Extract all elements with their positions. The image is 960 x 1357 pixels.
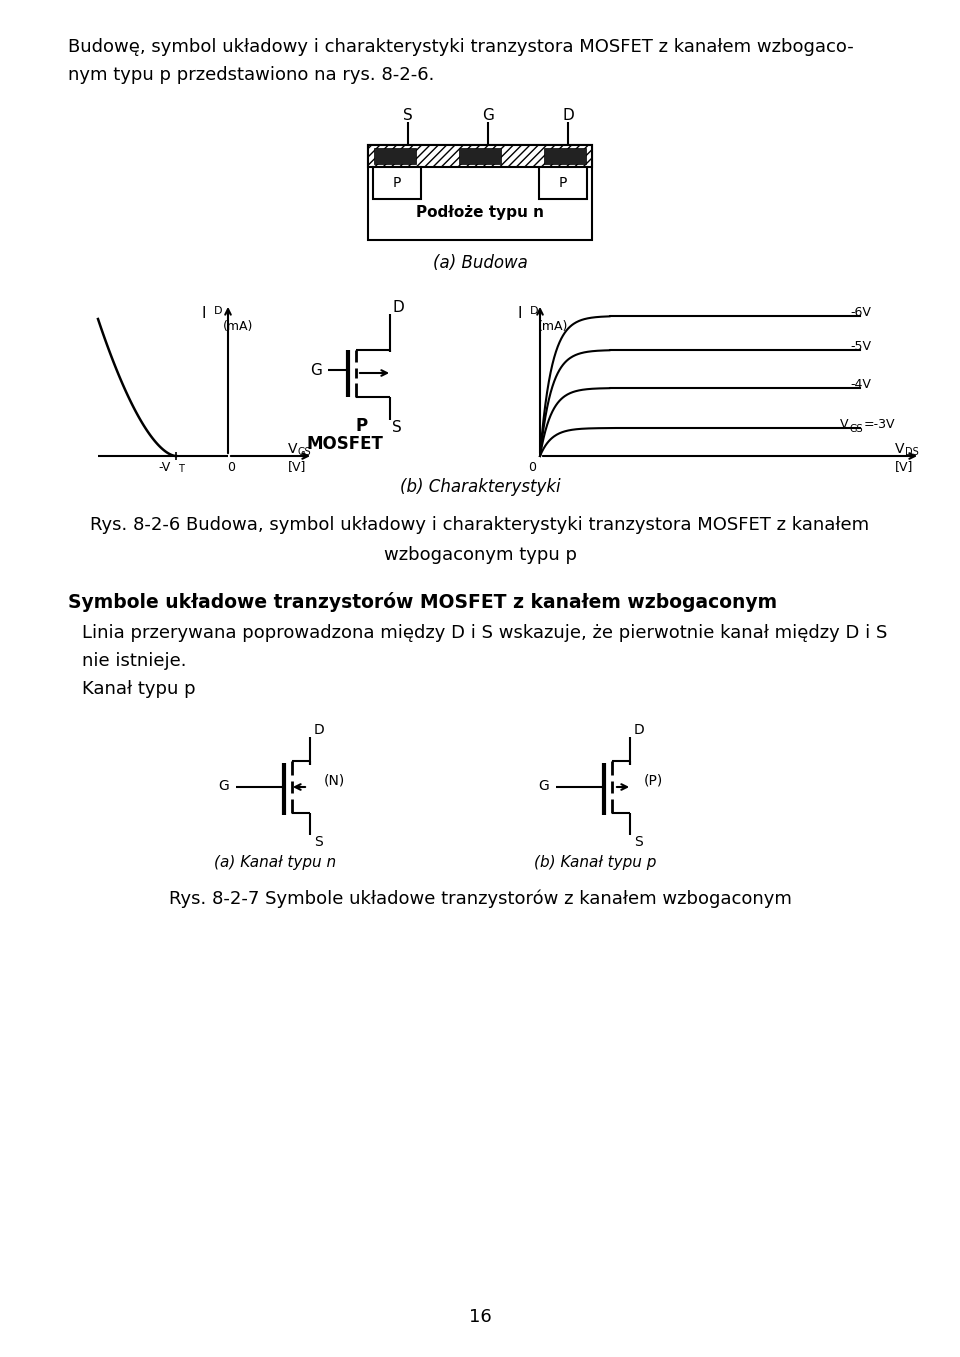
Text: T: T [178, 464, 184, 474]
Bar [459, 148, 501, 164]
Text: 0: 0 [227, 461, 235, 474]
Text: 16: 16 [468, 1308, 492, 1326]
Text: Linia przerywana poprowadzona między D i S wskazuje, że pierwotnie kanał między : Linia przerywana poprowadzona między D i… [82, 624, 887, 642]
Text: nie istnieje.: nie istnieje. [82, 651, 186, 670]
Text: P: P [559, 176, 567, 190]
Text: GS: GS [849, 423, 863, 434]
Text: Rys. 8-2-6 Budowa, symbol układowy i charakterystyki tranzystora MOSFET z kanałe: Rys. 8-2-6 Budowa, symbol układowy i cha… [90, 516, 870, 535]
Text: S: S [403, 109, 413, 123]
Text: G: G [482, 109, 494, 123]
Text: GS: GS [298, 446, 312, 457]
Text: (a) Kanał typu n: (a) Kanał typu n [214, 855, 336, 870]
Text: -V: -V [158, 461, 171, 474]
Text: Symbole układowe tranzystorów MOSFET z kanałem wzbogaconym: Symbole układowe tranzystorów MOSFET z k… [68, 592, 778, 612]
Text: DS: DS [905, 446, 919, 457]
Text: I: I [517, 305, 522, 322]
Bar [374, 148, 416, 164]
Text: Kanał typu p: Kanał typu p [82, 680, 196, 697]
Text: V: V [288, 442, 298, 456]
Text: S: S [392, 421, 401, 436]
Text: D: D [530, 305, 539, 316]
Text: G: G [538, 779, 549, 792]
Text: V: V [840, 418, 849, 430]
Text: D: D [392, 300, 404, 315]
Text: P: P [356, 417, 368, 436]
Text: (a) Budowa: (a) Budowa [433, 254, 527, 271]
Text: D: D [563, 109, 574, 123]
Text: (mA): (mA) [538, 320, 568, 332]
Bar [544, 148, 586, 164]
Bar [539, 167, 587, 199]
Text: G: G [310, 364, 322, 379]
Text: D: D [214, 305, 223, 316]
Text: S: S [314, 835, 323, 849]
Text: Rys. 8-2-7 Symbole układowe tranzystorów z kanałem wzbogaconym: Rys. 8-2-7 Symbole układowe tranzystorów… [169, 889, 791, 908]
Text: P: P [393, 176, 401, 190]
Text: 0: 0 [528, 461, 536, 474]
Text: I: I [202, 305, 206, 322]
Bar [373, 167, 421, 199]
Text: S: S [634, 835, 643, 849]
Bar [368, 145, 592, 240]
Text: V: V [895, 442, 904, 456]
Text: Podłoże typu n: Podłoże typu n [416, 205, 544, 220]
Bar [368, 145, 592, 167]
Text: (b) Charakterystyki: (b) Charakterystyki [399, 478, 561, 497]
Text: =-3V: =-3V [864, 418, 896, 430]
Text: (mA): (mA) [223, 320, 253, 332]
Text: -5V: -5V [850, 339, 871, 353]
Text: MOSFET: MOSFET [306, 436, 383, 453]
Text: G: G [218, 779, 228, 792]
Text: nym typu p przedstawiono na rys. 8-2-6.: nym typu p przedstawiono na rys. 8-2-6. [68, 66, 434, 84]
Text: Budowę, symbol układowy i charakterystyki tranzystora MOSFET z kanałem wzbogaco-: Budowę, symbol układowy i charakterystyk… [68, 38, 853, 56]
Text: [V]: [V] [895, 460, 913, 474]
Text: D: D [314, 723, 324, 737]
Text: [V]: [V] [288, 460, 306, 474]
Text: wzbogaconym typu p: wzbogaconym typu p [383, 546, 577, 565]
Text: -6V: -6V [850, 305, 871, 319]
Text: D: D [634, 723, 645, 737]
Text: (N): (N) [324, 773, 346, 788]
Text: (P): (P) [644, 773, 663, 788]
Text: -4V: -4V [850, 377, 871, 391]
Text: (b) Kanał typu p: (b) Kanał typu p [534, 855, 657, 870]
